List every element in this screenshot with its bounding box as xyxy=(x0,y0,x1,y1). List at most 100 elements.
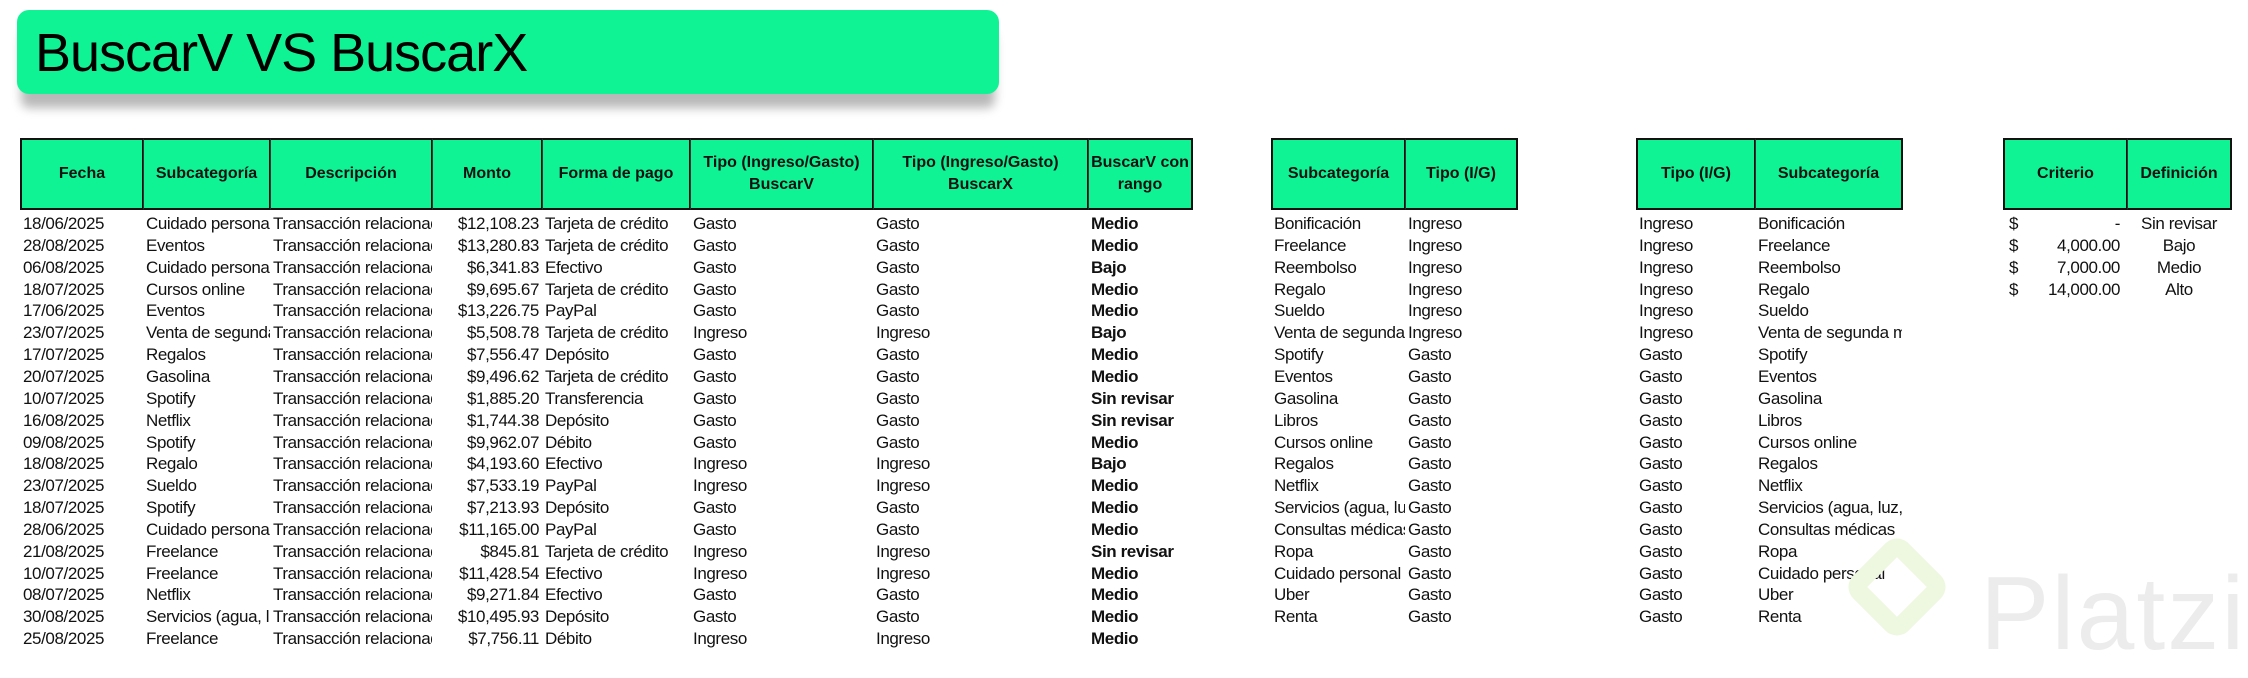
table-cell[interactable]: Bajo xyxy=(1091,323,1127,343)
table-cell[interactable]: Gasto xyxy=(1408,541,1452,561)
table-cell[interactable]: Ingreso xyxy=(1639,214,1693,233)
table-cell[interactable]: $9,496.62 xyxy=(466,366,539,386)
table-cell[interactable]: Medio xyxy=(1091,476,1139,496)
table-cell[interactable]: $13,226.75 xyxy=(457,301,539,321)
table-cell[interactable]: Netflix xyxy=(1274,476,1319,496)
table-cell[interactable]: Cuidado personal xyxy=(146,257,270,277)
criteria-amount[interactable]: - xyxy=(2114,214,2121,233)
table-cell[interactable]: Gasto xyxy=(1639,585,1683,605)
table-cell[interactable]: $5,508.78 xyxy=(466,323,539,343)
table-cell[interactable]: Ingreso xyxy=(693,323,747,343)
currency-symbol[interactable]: $ xyxy=(2009,279,2019,299)
table-cell[interactable]: Medio xyxy=(1091,607,1139,627)
table-cell[interactable]: Regalos xyxy=(146,345,206,365)
table-cell[interactable]: Bajo xyxy=(1091,257,1127,277)
table-cell[interactable]: 18/07/2025 xyxy=(23,498,105,518)
table-cell[interactable]: 20/07/2025 xyxy=(23,366,105,386)
table-cell[interactable]: Gasto xyxy=(876,366,920,386)
table-cell[interactable]: 08/07/2025 xyxy=(23,585,105,605)
table-cell[interactable]: Medio xyxy=(1091,301,1139,321)
table-cell[interactable]: Depósito xyxy=(545,410,609,430)
table-cell[interactable]: Ingreso xyxy=(876,541,930,561)
table-cell[interactable]: $7,756.11 xyxy=(468,629,539,649)
table-cell[interactable]: Gasolina xyxy=(1274,388,1338,408)
table-cell[interactable]: Medio xyxy=(1091,366,1139,386)
table-cell[interactable]: Gasto xyxy=(693,388,737,408)
table-cell[interactable]: Efectivo xyxy=(545,585,603,605)
table-cell[interactable]: Cursos online xyxy=(146,279,245,299)
table-cell[interactable]: Gasto xyxy=(1639,345,1683,365)
table-cell[interactable]: Transacción relacionada xyxy=(273,214,432,233)
table-cell[interactable]: Transferencia xyxy=(545,388,644,408)
table-cell[interactable]: 23/07/2025 xyxy=(23,323,105,343)
table-cell[interactable]: Gasto xyxy=(693,301,737,321)
table-cell[interactable]: Transacción relacionada xyxy=(273,366,432,386)
table-cell[interactable]: Eventos xyxy=(1274,366,1333,386)
table-cell[interactable]: Gasolina xyxy=(1758,388,1822,408)
table-cell[interactable]: Servicios (agua, luz, gas) xyxy=(146,607,270,627)
table-cell[interactable]: Gasto xyxy=(693,235,737,255)
table-cell[interactable]: Débito xyxy=(545,432,592,452)
table-cell[interactable]: Netflix xyxy=(146,585,191,605)
criteria-definition[interactable]: Medio xyxy=(2156,257,2202,277)
table-cell[interactable]: $11,165.00 xyxy=(459,519,539,539)
table-cell[interactable]: Tarjeta de crédito xyxy=(545,214,669,233)
table-cell[interactable]: Débito xyxy=(545,629,592,649)
table-cell[interactable]: Ingreso xyxy=(1639,323,1693,343)
table-cell[interactable]: Gasto xyxy=(1639,388,1683,408)
table-cell[interactable]: Gasto xyxy=(1408,410,1452,430)
table-cell[interactable]: 10/07/2025 xyxy=(23,388,105,408)
table-cell[interactable]: Depósito xyxy=(545,345,609,365)
table-cell[interactable]: Transacción relacionada xyxy=(273,454,432,474)
table-cell[interactable]: $845.81 xyxy=(480,541,539,561)
table-cell[interactable]: $7,556.47 xyxy=(466,345,539,365)
table-cell[interactable]: $1,885.20 xyxy=(466,388,539,408)
table-cell[interactable]: 17/07/2025 xyxy=(23,345,105,365)
table-cell[interactable]: Depósito xyxy=(545,498,609,518)
table-cell[interactable]: Transacción relacionada xyxy=(273,323,432,343)
table-cell[interactable]: Reembolso xyxy=(1758,257,1841,277)
table-cell[interactable]: Medio xyxy=(1091,235,1139,255)
table-cell[interactable]: Cursos online xyxy=(1758,432,1857,452)
table-cell[interactable]: $9,695.67 xyxy=(466,279,539,299)
currency-symbol[interactable]: $ xyxy=(2009,257,2019,277)
currency-symbol[interactable]: $ xyxy=(2009,235,2019,255)
table-cell[interactable]: Tarjeta de crédito xyxy=(545,323,669,343)
table-cell[interactable]: Regalos xyxy=(1274,454,1334,474)
table-cell[interactable]: Gasto xyxy=(876,388,920,408)
table-cell[interactable]: Transacción relacionada xyxy=(273,301,432,321)
table-cell[interactable]: Sin revisar xyxy=(1091,410,1174,430)
table-cell[interactable]: Ropa xyxy=(1758,541,1798,561)
table-cell[interactable]: PayPal xyxy=(545,301,597,321)
table-cell[interactable]: Bonificación xyxy=(1758,214,1845,233)
table-cell[interactable]: Renta xyxy=(1758,607,1802,627)
table-cell[interactable]: Cuidado personal xyxy=(1274,563,1401,583)
table-cell[interactable]: 17/06/2025 xyxy=(23,301,105,321)
table-cell[interactable]: Ingreso xyxy=(693,454,747,474)
table-cell[interactable]: PayPal xyxy=(545,476,597,496)
table-cell[interactable]: 28/08/2025 xyxy=(23,235,105,255)
table-cell[interactable]: Gasto xyxy=(1408,366,1452,386)
table-cell[interactable]: Sin revisar xyxy=(1091,388,1174,408)
table-cell[interactable]: Gasto xyxy=(693,585,737,605)
table-cell[interactable]: Transacción relacionada xyxy=(273,585,432,605)
table-cell[interactable]: Gasto xyxy=(693,279,737,299)
table-cell[interactable]: Regalo xyxy=(146,454,198,474)
table-cell[interactable]: Gasto xyxy=(1639,541,1683,561)
table-cell[interactable]: Regalo xyxy=(1758,279,1810,299)
table-cell[interactable]: Gasto xyxy=(693,366,737,386)
table-cell[interactable]: Gasto xyxy=(876,345,920,365)
table-cell[interactable]: Libros xyxy=(1274,410,1318,430)
table-cell[interactable]: Medio xyxy=(1091,432,1139,452)
table-cell[interactable]: Ingreso xyxy=(1408,235,1462,255)
criteria-amount[interactable]: 7,000.00 xyxy=(2057,257,2120,277)
table-cell[interactable]: Gasto xyxy=(876,585,920,605)
table-cell[interactable]: Efectivo xyxy=(545,257,603,277)
table-cell[interactable]: 25/08/2025 xyxy=(23,629,105,649)
table-cell[interactable]: Spotify xyxy=(146,388,196,408)
table-cell[interactable]: Gasto xyxy=(1639,410,1683,430)
table-cell[interactable]: Sueldo xyxy=(146,476,197,496)
table-cell[interactable]: Medio xyxy=(1091,585,1139,605)
table-cell[interactable]: Regalo xyxy=(1274,279,1326,299)
criteria-amount[interactable]: 14,000.00 xyxy=(2047,279,2120,299)
